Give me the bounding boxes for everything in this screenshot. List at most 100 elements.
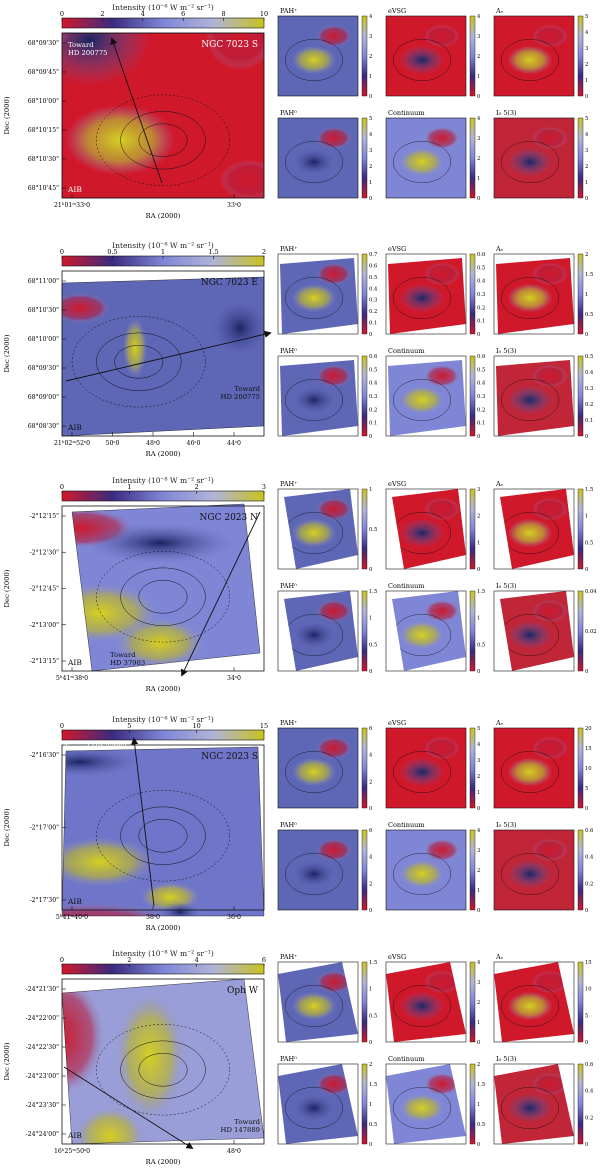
- sub-panel-feature: [532, 736, 568, 760]
- sub-colorbar-tick-label: 0.2: [585, 881, 593, 887]
- sub-panel-frame: [277, 727, 359, 809]
- sub-colorbar-tick-label: 3: [477, 487, 480, 493]
- sub-panel-feature: [316, 1072, 352, 1096]
- sub-panel-frame: [385, 727, 467, 809]
- sub-panel-4: Continuum 0 0.1 0.2 0.3 0.4 0.5 0.6: [385, 347, 486, 440]
- sub-colorbar-tick-label: 1.5: [369, 1082, 377, 1088]
- sub-panel-frame: [385, 253, 467, 335]
- sub-panel-feature: [316, 736, 352, 760]
- sub-panel-feature: [507, 385, 553, 415]
- colorbar-title: Intensity (10⁻⁸ W m⁻² sr⁻¹): [112, 3, 214, 12]
- sub-panel-frame: [277, 590, 359, 672]
- sub-panel-feature: [291, 385, 337, 415]
- sub-panel-area: [386, 1064, 466, 1144]
- contour-line: [393, 985, 452, 1027]
- sub-colorbar-tick-label: 3: [477, 980, 480, 986]
- sub-colorbar-tick-label: 1: [369, 74, 372, 80]
- toward-label: Toward: [110, 651, 136, 659]
- sub-colorbar: [361, 15, 368, 97]
- sub-colorbar-tick-label: 3: [585, 46, 588, 52]
- contour-line: [285, 140, 344, 183]
- sub-colorbar-tick-label: 1: [369, 1102, 372, 1108]
- sub-colorbar-tick-label: 0.04: [585, 589, 597, 595]
- sub-colorbar-tick-label: 1: [585, 78, 588, 84]
- sub-colorbar-tick-label: 6: [369, 828, 372, 834]
- sub-panel-area: [494, 16, 574, 96]
- sub-colorbar-tick-label: 0.2: [369, 309, 377, 315]
- sub-panel-feature: [424, 736, 460, 760]
- dec-tick-label: -2°17'00": [30, 825, 60, 832]
- sub-panel-frame: [277, 117, 359, 199]
- sub-panel-1: eVSG 0 1 2 3 4 5: [385, 719, 481, 812]
- sub-colorbar-tick-label: 0.2: [477, 407, 485, 413]
- sub-colorbar-tick-label: 4: [585, 132, 589, 138]
- sub-panel-feature: [291, 991, 337, 1021]
- sub-colorbar-tick-label: 0: [585, 567, 588, 573]
- sub-panel-4: Continuum 0 1 2 3 4: [385, 109, 481, 202]
- contour-line: [393, 140, 452, 183]
- sub-panel-5: I₀ 5(3) 0 0.2 0.4 0.6: [493, 821, 594, 914]
- colorbar-tick-label: 5: [127, 722, 131, 730]
- sub-panel-feature: [424, 970, 460, 994]
- colorbar-title: Intensity (10⁻⁸ W m⁻² sr⁻¹): [112, 949, 214, 958]
- sub-panel-1: eVSG 0 1 2 3 4: [385, 953, 481, 1046]
- sub-colorbar-tick-label: 0.02: [585, 629, 597, 635]
- contour-line: [120, 806, 206, 865]
- sub-panel-title: Aᵥ: [495, 480, 504, 488]
- colorbar-tick-label: 0: [60, 10, 64, 18]
- sub-colorbar-tick-label: 5: [369, 116, 372, 122]
- sub-panel-area: [392, 489, 466, 569]
- contour-line: [393, 378, 452, 421]
- sub-colorbar-tick-label: 2: [369, 54, 372, 60]
- sub-colorbar-tick-label: 0: [369, 806, 372, 812]
- dec-tick-label: 68°10'30": [28, 156, 59, 163]
- sub-colorbar-tick-label: 1: [369, 487, 372, 493]
- sub-panel-feature: [399, 757, 445, 787]
- sub-panel-feature: [316, 262, 352, 286]
- contour-line: [393, 1086, 452, 1129]
- sub-colorbar: [361, 961, 368, 1043]
- sub-panel-title: Continuum: [388, 582, 425, 590]
- sub-colorbar-tick-label: 0: [369, 669, 372, 675]
- sub-colorbar-tick-label: 0.5: [585, 540, 593, 546]
- sub-colorbar-tick-label: 1: [477, 176, 480, 182]
- sub-colorbar-tick-label: 2: [369, 779, 372, 785]
- sub-colorbar-tick-label: 0.2: [585, 1115, 593, 1121]
- colorbar: [61, 490, 265, 502]
- sub-colorbar-tick-label: 2: [585, 252, 588, 258]
- sub-panel-title: eVSG: [388, 719, 406, 727]
- sub-colorbar-tick-label: 2: [585, 164, 588, 170]
- sub-colorbar-tick-label: 0: [477, 94, 480, 100]
- sub-panel-frame: [277, 355, 359, 437]
- dec-tick-label: -24°21'30": [26, 986, 60, 993]
- sub-panel-feature: [507, 757, 553, 787]
- sub-colorbar-tick-label: 4: [477, 828, 481, 834]
- sub-panel-feature: [316, 364, 352, 388]
- sub-panel-area: [278, 118, 358, 198]
- dec-tick-label: 68°08'30": [28, 423, 59, 430]
- sub-panel-frame: [385, 488, 467, 570]
- sub-panel-feature: [507, 45, 553, 75]
- map-feature: [75, 1106, 145, 1144]
- sub-colorbar-tick-label: 0: [585, 1142, 588, 1148]
- sub-colorbar-tick-label: 0.6: [477, 252, 485, 258]
- contour-line: [71, 316, 206, 408]
- sub-colorbar-tick-label: 0: [477, 1142, 480, 1148]
- ra-tick-label: 38ˢ0: [146, 914, 160, 921]
- colorbar-tick-label: 1: [127, 483, 131, 491]
- contour-line: [138, 580, 188, 614]
- colorbar-tick-label: 3: [262, 483, 266, 491]
- sub-panel-feature: [424, 497, 460, 521]
- sub-colorbar: [469, 727, 476, 809]
- sub-colorbar-tick-label: 4: [369, 855, 373, 861]
- dec-tick-label: -2°12'30": [30, 549, 60, 556]
- sub-panel-3: PAH⁰ 0 1 2 3 4 5: [277, 109, 373, 202]
- sub-colorbar-tick-label: 1.5: [369, 589, 377, 595]
- dec-tick-label: -2°12'45": [30, 586, 60, 593]
- ra-axis-label: RA (2000): [146, 685, 181, 693]
- dec-axis-label: Dec (2000): [3, 569, 11, 607]
- sub-panel-feature: [507, 147, 553, 177]
- map-feature: [62, 837, 155, 887]
- sub-colorbar: [577, 961, 584, 1043]
- sub-panel-title: PAH⁺: [280, 7, 298, 15]
